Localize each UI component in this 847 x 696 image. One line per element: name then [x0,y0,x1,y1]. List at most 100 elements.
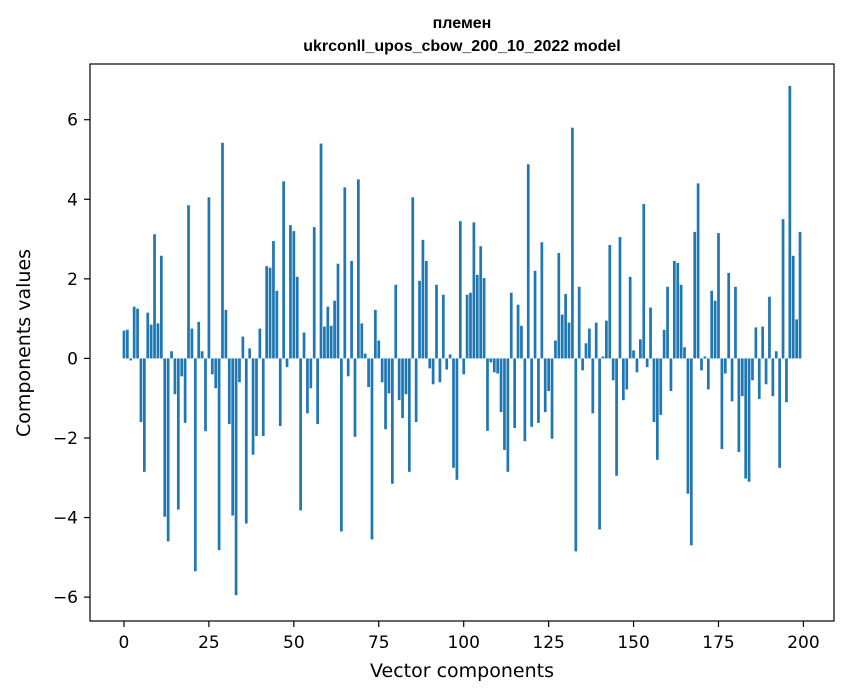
bar [217,358,221,551]
bar [374,309,377,359]
bar [655,358,659,460]
x-tick-label: 50 [283,633,305,653]
bar [679,284,683,359]
bar [278,358,282,427]
bar [197,321,201,359]
bar [774,351,778,359]
bar [672,260,676,359]
bar [639,339,642,359]
bar [689,358,693,546]
bars-group [122,85,802,596]
bar [285,358,289,368]
bar [244,358,248,524]
bar [564,293,567,359]
bar [720,358,724,450]
bar [193,358,197,572]
bar [520,325,523,359]
bar [387,358,391,394]
bar [200,351,204,359]
bar [377,340,381,359]
bar [662,329,666,359]
bar [574,358,578,552]
y-tick-label: 6 [67,111,78,131]
bar [210,358,214,375]
x-tick-label: 125 [532,633,564,653]
bar [357,179,360,359]
bar [625,358,629,390]
bar [452,358,455,468]
bar [380,358,384,383]
bar [632,350,635,359]
bar [224,309,228,359]
bar [350,260,353,359]
bar [414,358,418,423]
bar [268,267,272,359]
bar [401,358,404,419]
bar [163,358,167,517]
bar [737,358,741,452]
bar [740,358,744,397]
bar [289,225,292,359]
bar [363,353,367,359]
bar [343,187,347,359]
y-axis-label: Components values [13,249,35,437]
bar [319,143,323,359]
bar [275,290,279,359]
bar [761,326,765,359]
bar [492,358,496,373]
bar [778,358,781,468]
bar [241,336,245,359]
bar [771,358,775,397]
bar [326,306,330,359]
bar [404,358,408,395]
x-tick-label: 150 [617,633,649,653]
bar [129,358,133,361]
bar [475,274,479,359]
bar [676,262,680,359]
bar [710,290,714,359]
bar [560,314,564,359]
x-axis-label: Vector components [370,660,554,682]
bar [499,358,503,413]
bar [622,358,625,401]
bar [227,358,231,425]
y-axis-ticks: −6 −4 −2 0 2 4 6 [53,111,90,608]
bar [336,263,340,359]
bar [642,204,646,359]
bar [744,358,748,479]
bar [554,340,557,359]
bar [251,358,255,455]
bar [448,354,452,359]
bar [669,358,673,392]
bar [455,358,459,480]
bar [333,300,336,359]
bar [798,231,802,359]
y-tick-label: 0 [67,349,78,369]
bar [265,266,269,359]
bar [441,294,445,359]
bar [397,358,401,401]
bar [149,324,153,359]
bar [316,358,319,425]
bar [126,329,129,359]
bar [187,205,190,359]
bar [122,330,126,359]
bar [537,358,540,423]
bar [523,358,527,442]
bar [394,284,398,359]
bar [696,183,700,359]
bar [700,358,703,371]
bar [465,294,469,359]
bar [635,358,639,373]
bar [323,326,326,359]
bar [367,358,370,388]
bar [791,255,795,359]
bar [445,358,449,370]
bar [557,252,561,359]
bar [601,356,605,359]
bar [204,358,207,432]
bar [516,304,520,359]
bar [547,358,550,392]
bar [166,358,170,542]
bar [747,358,751,482]
